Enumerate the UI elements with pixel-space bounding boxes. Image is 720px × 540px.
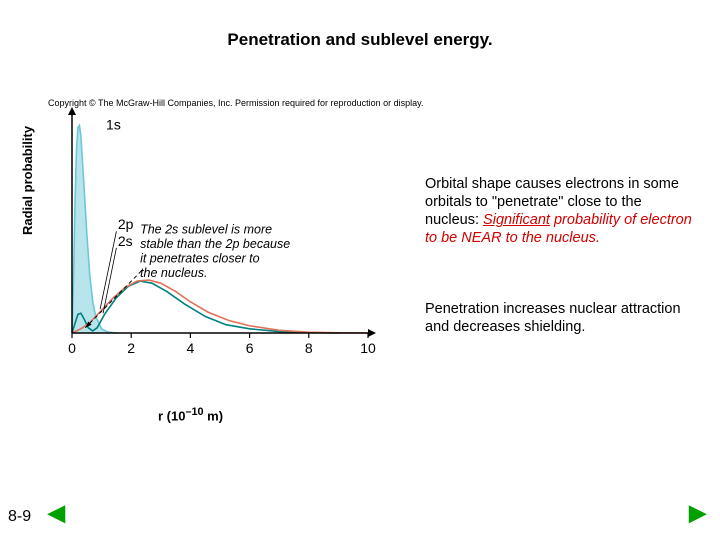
y-axis-label: Radial probability: [20, 126, 35, 235]
slide-title: Penetration and sublevel energy.: [0, 30, 720, 50]
svg-text:2s: 2s: [118, 233, 133, 249]
svg-text:The 2s sublevel is more: The 2s sublevel is more: [140, 222, 272, 236]
svg-text:6: 6: [246, 340, 254, 356]
svg-text:8: 8: [305, 340, 313, 356]
svg-text:the nucleus.: the nucleus.: [140, 266, 207, 280]
svg-text:1s: 1s: [106, 117, 121, 133]
svg-text:stable than the 2p because: stable than the 2p because: [140, 237, 290, 251]
explanation-paragraph-1: Orbital shape causes electrons in some o…: [425, 175, 695, 248]
x-axis-label: r (10–10 m): [158, 406, 223, 423]
chart-svg: 0 2 4 6 8 10 1s 2p2s The 2s sublevel is morestab…: [48, 105, 378, 385]
page-number: 8-9: [8, 508, 31, 526]
svg-text:0: 0: [68, 340, 76, 356]
svg-text:10: 10: [360, 340, 376, 356]
svg-text:2p: 2p: [118, 216, 134, 232]
prev-slide-button[interactable]: ◀: [48, 500, 65, 526]
svg-text:it penetrates closer to: it penetrates closer to: [140, 251, 260, 265]
radial-chart: Radial probability r (10–10 m) 02468101s…: [48, 105, 378, 385]
svg-text:2: 2: [127, 340, 135, 356]
explanation-paragraph-2: Penetration increases nuclear attraction…: [425, 300, 685, 336]
next-slide-button[interactable]: ▶: [689, 500, 706, 526]
svg-text:4: 4: [187, 340, 195, 356]
